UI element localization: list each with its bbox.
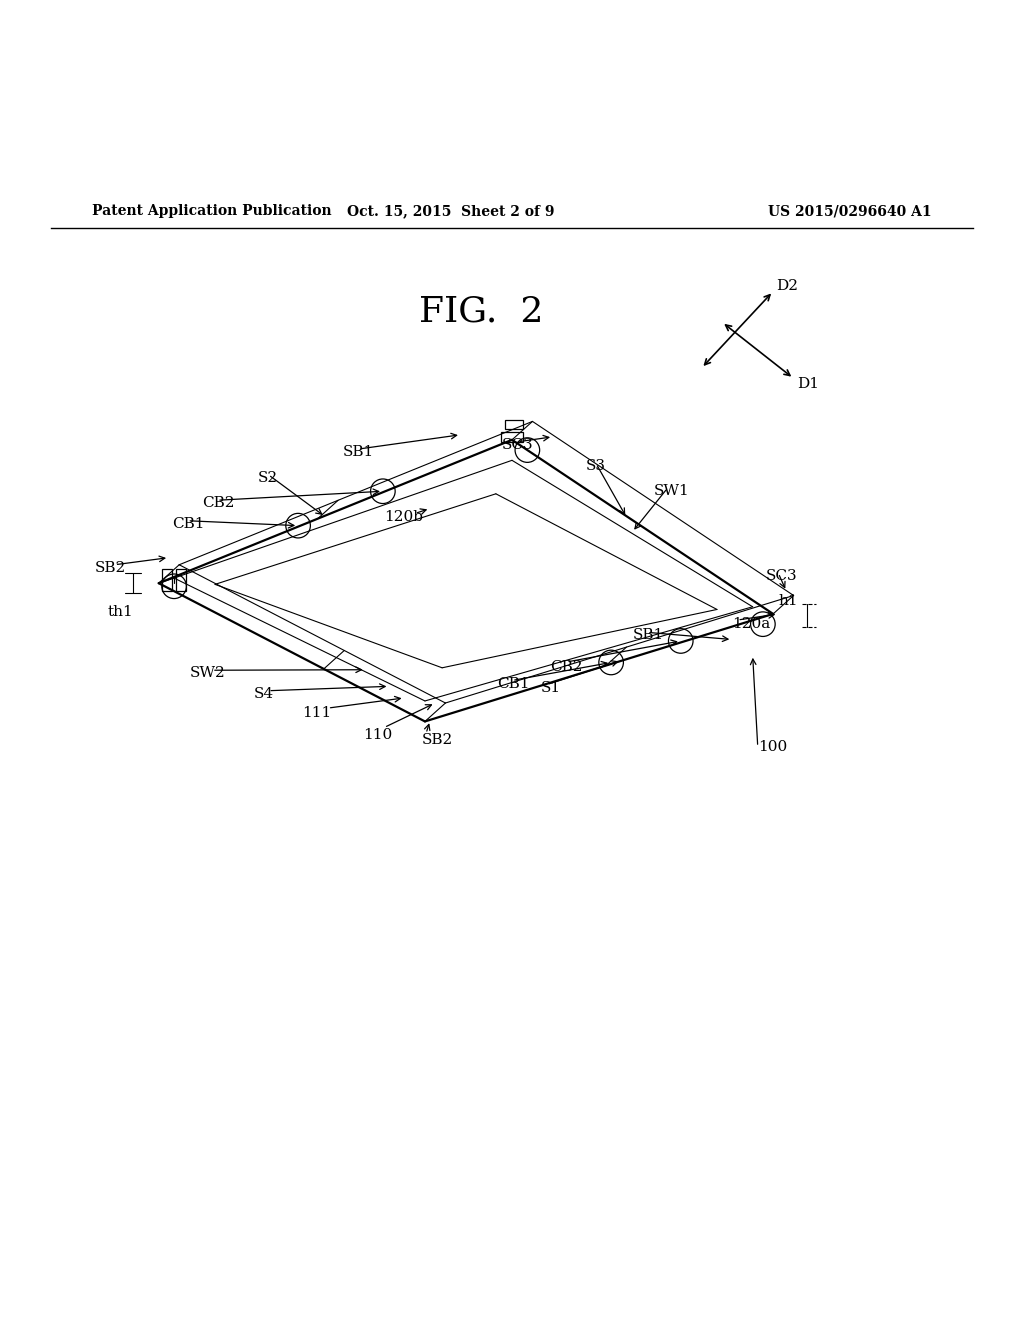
Text: h1: h1 xyxy=(778,594,798,607)
Text: 111: 111 xyxy=(302,706,332,721)
Text: SC3: SC3 xyxy=(766,569,798,583)
Text: 120a: 120a xyxy=(732,618,770,631)
Text: th1: th1 xyxy=(108,605,133,619)
Text: 110: 110 xyxy=(364,727,393,742)
Text: 100: 100 xyxy=(758,741,787,754)
Text: Patent Application Publication: Patent Application Publication xyxy=(92,205,332,219)
Text: SB1: SB1 xyxy=(633,628,665,643)
Text: SW1: SW1 xyxy=(653,484,689,498)
Text: CB2: CB2 xyxy=(202,496,234,511)
Text: S3: S3 xyxy=(586,459,606,474)
Text: SW2: SW2 xyxy=(189,667,225,680)
Text: SB2: SB2 xyxy=(95,561,127,574)
Text: US 2015/0296640 A1: US 2015/0296640 A1 xyxy=(768,205,932,219)
Text: CB2: CB2 xyxy=(550,660,583,675)
Text: S4: S4 xyxy=(254,686,274,701)
Text: SC3: SC3 xyxy=(502,438,534,451)
Text: D1: D1 xyxy=(797,376,818,391)
Text: SB1: SB1 xyxy=(343,445,375,459)
Text: S1: S1 xyxy=(541,681,561,694)
Text: CB1: CB1 xyxy=(172,517,205,531)
Text: Oct. 15, 2015  Sheet 2 of 9: Oct. 15, 2015 Sheet 2 of 9 xyxy=(347,205,554,219)
Text: S2: S2 xyxy=(258,471,279,484)
Text: 120b: 120b xyxy=(384,510,423,524)
Text: FIG.  2: FIG. 2 xyxy=(419,294,544,329)
Text: D2: D2 xyxy=(776,280,798,293)
Text: CB1: CB1 xyxy=(497,677,529,690)
Text: SB2: SB2 xyxy=(422,733,454,747)
